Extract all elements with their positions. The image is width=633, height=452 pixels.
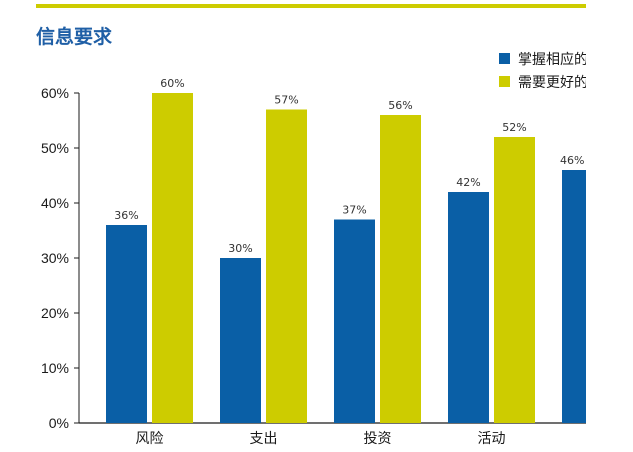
y-tick-label: 40% xyxy=(41,195,69,211)
legend-swatch-series-2 xyxy=(499,76,510,87)
legend-swatch-series-1 xyxy=(499,53,510,64)
bar-1-4 xyxy=(562,170,586,423)
plot-area: 0% 10% 20% 30% 40% 50% 60% 36% 60% 风险 30% 57% 支出 37% 5… xyxy=(41,77,586,447)
data-label-2-1: 57% xyxy=(274,94,298,107)
x-category-label: 投资 xyxy=(364,431,392,447)
legend: 掌握相应的 需要更好的 xyxy=(499,51,588,91)
legend-label-series-2: 需要更好的 xyxy=(518,75,588,91)
bar-1-0 xyxy=(106,225,147,423)
y-tick-label: 30% xyxy=(41,250,69,266)
x-category-label: 风险 xyxy=(136,431,164,447)
bar-2-0 xyxy=(152,93,193,423)
bar-2-3 xyxy=(494,137,535,423)
bar-2-2 xyxy=(380,115,421,423)
legend-label-series-1: 掌握相应的 xyxy=(518,51,588,68)
y-tick-label: 60% xyxy=(41,85,69,101)
y-tick-label: 0% xyxy=(49,415,69,431)
y-tick-label: 10% xyxy=(41,360,69,376)
data-label-1-1: 30% xyxy=(228,242,252,255)
data-label-1-2: 37% xyxy=(342,204,366,217)
y-tick-label: 50% xyxy=(41,140,69,156)
x-category-label: 活动 xyxy=(478,431,506,447)
data-label-1-4: 46% xyxy=(560,154,584,167)
bar-1-3 xyxy=(448,192,489,423)
x-category-label: 支出 xyxy=(250,431,278,447)
chart-title: 信息要求 xyxy=(36,25,113,48)
data-label-1-0: 36% xyxy=(114,209,138,222)
data-label-2-0: 60% xyxy=(160,77,184,90)
data-label-1-3: 42% xyxy=(456,176,480,189)
data-label-2-2: 56% xyxy=(388,99,412,112)
top-accent-bar xyxy=(36,4,586,8)
bar-1-2 xyxy=(334,219,375,423)
data-label-2-3: 52% xyxy=(502,121,526,134)
y-tick-label: 20% xyxy=(41,305,69,321)
bar-2-1 xyxy=(266,109,307,423)
bar-1-1 xyxy=(220,258,261,423)
